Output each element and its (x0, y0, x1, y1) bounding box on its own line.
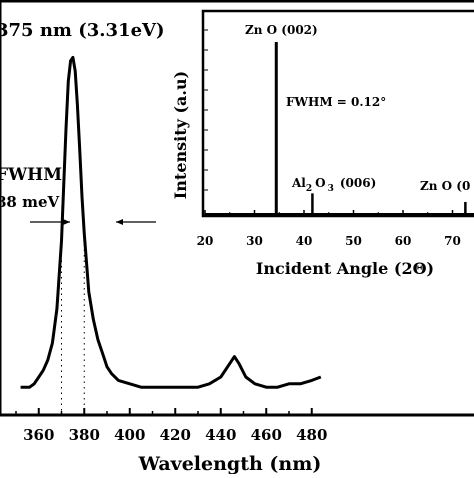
inset-frame (201, 9, 474, 218)
peak-label: 375 nm (3.31eV) (0, 20, 165, 41)
main-series-line (20, 55, 322, 389)
inset-peak2-tail: (006) (340, 176, 376, 190)
main-x-axis-label: Wavelength (nm) (138, 453, 322, 474)
inset-peak2-o: O (315, 176, 325, 190)
inset-chart: 20 30 40 50 60 70 Incident Angle (2Θ) Intensi… (171, 9, 474, 278)
inset-x-tick-label: 70 (444, 234, 461, 248)
inset-x-tick-label: 20 (197, 234, 214, 248)
inset-peak3-label: Zn O (0 (420, 179, 470, 193)
inset-x-tick-label: 60 (395, 234, 412, 248)
inset-y-axis-label: Intensity (a.u) (171, 71, 190, 199)
inset-peak2-sub2: 3 (328, 184, 334, 194)
main-x-tick-label: 440 (205, 426, 236, 444)
inset-peak1-label: Zn O (002) (245, 23, 318, 37)
inset-x-tick-label: 50 (345, 234, 362, 248)
inset-x-tick-label: 40 (296, 234, 313, 248)
fwhm-right-arrowhead (116, 219, 123, 225)
main-x-tick-label: 380 (69, 426, 100, 444)
main-x-tick-label: 480 (296, 426, 327, 444)
fwhm-arrows (30, 219, 156, 225)
inset-peak2-label: Al2 O 3 (006) (291, 176, 376, 194)
main-x-tick-label: 420 (160, 426, 191, 444)
inset-x-axis-label: Incident Angle (2Θ) (256, 259, 434, 278)
main-x-tick-label: 400 (114, 426, 145, 444)
inset-x-tick-label: 30 (246, 234, 263, 248)
fwhm-label: FWHM (0, 165, 62, 185)
fwhm-value: 88 meV (0, 193, 60, 211)
inset-peak2-sub1: 2 (306, 184, 312, 194)
fwhm-left-arrowhead (63, 219, 70, 225)
inset-peak2-al: Al (291, 176, 306, 190)
inset-fwhm-label: FWHM = 0.12° (286, 95, 386, 109)
main-x-tick-label: 460 (251, 426, 282, 444)
main-x-tick-label: 360 (23, 426, 54, 444)
